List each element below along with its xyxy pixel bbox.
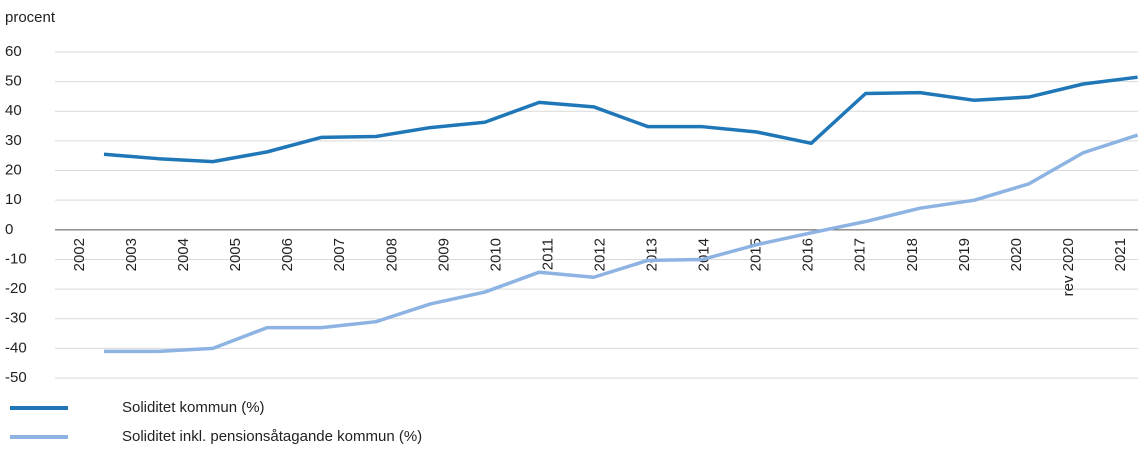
x-tick-label: 2007 xyxy=(331,238,348,271)
x-tick-label: 2013 xyxy=(644,238,661,271)
series-line xyxy=(104,133,1138,354)
y-tick-label: -10 xyxy=(5,250,27,267)
y-tick-label: 30 xyxy=(5,132,22,149)
x-tick-label: 2020 xyxy=(1008,238,1025,271)
y-tick-label: -30 xyxy=(5,310,27,327)
x-tick-label: 2002 xyxy=(71,238,88,271)
x-tick-label: 2014 xyxy=(696,238,713,271)
x-tick-label: 2017 xyxy=(852,238,869,271)
y-tick-label: -40 xyxy=(5,339,27,356)
y-tick-label: -20 xyxy=(5,280,27,297)
y-tick-label: 10 xyxy=(5,191,22,208)
y-tick-label: 50 xyxy=(5,73,22,90)
x-tick-label: rev 2020 xyxy=(1060,238,1077,296)
y-tick-label: 40 xyxy=(5,102,22,119)
y-tick-label: 60 xyxy=(5,43,22,60)
y-tick-label: 0 xyxy=(5,221,13,238)
x-tick-label: 2009 xyxy=(435,238,452,271)
x-tick-label: 2003 xyxy=(123,238,140,271)
x-tick-label: 2006 xyxy=(279,238,296,271)
x-tick-label: 2012 xyxy=(591,238,608,271)
x-tick-label: 2011 xyxy=(539,238,556,270)
y-tick-label: -50 xyxy=(5,369,27,386)
x-tick-label: 2005 xyxy=(227,238,244,271)
x-tick-label: 2008 xyxy=(383,238,400,271)
x-tick-label: 2018 xyxy=(904,238,921,271)
y-axis-label: procent xyxy=(5,9,56,26)
legend-label: Soliditet kommun (%) xyxy=(122,399,265,416)
x-tick-label: 2021 xyxy=(1112,238,1129,271)
x-tick-label: 2004 xyxy=(175,238,192,271)
x-tick-label: 2019 xyxy=(956,238,973,271)
legend-label: Soliditet inkl. pensionsåtagande kommun … xyxy=(122,428,422,445)
x-tick-label: 2016 xyxy=(800,238,817,271)
series-line xyxy=(103,75,1138,164)
x-tick-label: 2010 xyxy=(487,238,504,271)
y-tick-label: 20 xyxy=(5,162,22,179)
